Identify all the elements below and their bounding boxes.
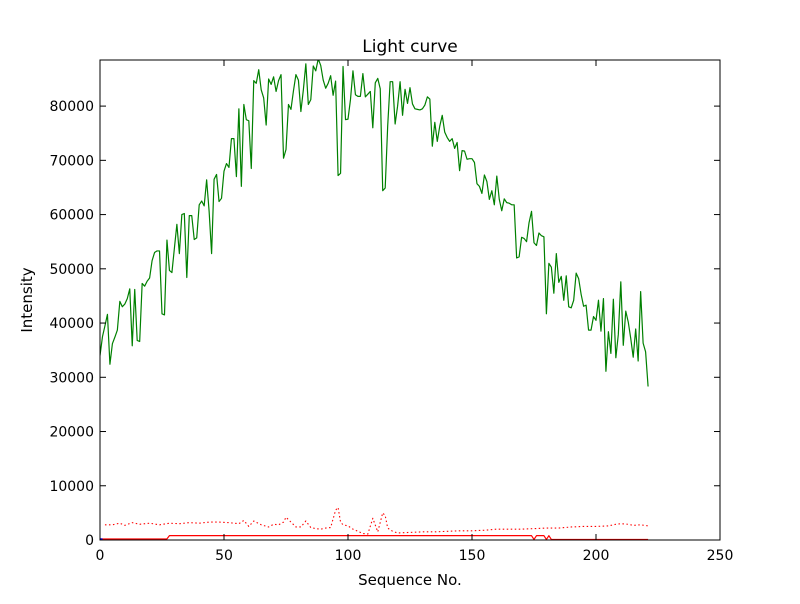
y-tick-label: 0 <box>85 533 94 549</box>
x-tick-label: 250 <box>707 548 734 564</box>
y-tick-label: 50000 <box>49 262 94 278</box>
x-tick-label: 150 <box>459 548 486 564</box>
axes: 0 50 100 150 200 250 0 10000 20000 30000 40000 5000… <box>49 59 734 564</box>
x-tick-label: 200 <box>583 548 610 564</box>
y-tick-label: 10000 <box>49 479 94 495</box>
y-axis-label: Intensity <box>18 267 36 332</box>
x-tick-label: 50 <box>215 548 233 564</box>
chart-title: Light curve <box>362 37 457 57</box>
y-tick-label: 20000 <box>49 425 94 441</box>
series-line-1 <box>100 60 649 387</box>
plot-frame <box>99 59 721 541</box>
series-line-3 <box>100 535 649 540</box>
x-tick-label: 0 <box>96 548 105 564</box>
y-tick-label: 30000 <box>49 370 94 386</box>
x-axis-label: Sequence No. <box>358 571 462 589</box>
y-tick-label: 70000 <box>49 153 94 169</box>
y-tick-label: 40000 <box>49 316 94 332</box>
x-tick-label: 100 <box>335 548 362 564</box>
y-tick-label: 80000 <box>49 99 94 115</box>
y-tick-label: 60000 <box>49 208 94 224</box>
